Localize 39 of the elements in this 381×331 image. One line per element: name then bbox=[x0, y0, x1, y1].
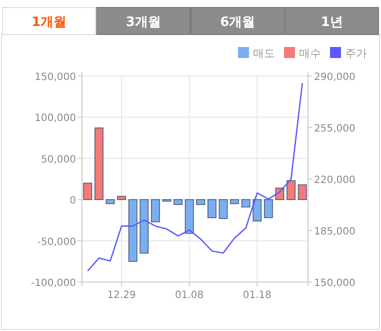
tab: 3개월 bbox=[96, 7, 190, 35]
y-tick-label: 0 bbox=[70, 196, 76, 207]
bar bbox=[174, 199, 183, 205]
bar bbox=[241, 199, 250, 208]
bar bbox=[128, 199, 138, 262]
bar bbox=[218, 199, 228, 219]
y-tick-label: -50,000 bbox=[37, 236, 76, 248]
y-tick-label: 50,000 bbox=[41, 154, 76, 166]
y2-tick-label: 220,000 bbox=[314, 175, 356, 186]
legend-label: 매수 bbox=[299, 47, 321, 60]
bar bbox=[286, 180, 296, 200]
x-tick-label: 12.29 bbox=[107, 290, 136, 301]
y2-tick-label: 290,000 bbox=[314, 72, 356, 83]
bar bbox=[150, 199, 160, 222]
bar bbox=[184, 199, 194, 234]
bar bbox=[230, 199, 240, 204]
bar bbox=[94, 128, 104, 200]
legend-label: 주가 bbox=[345, 47, 367, 60]
bar bbox=[106, 199, 115, 204]
bar bbox=[252, 199, 262, 222]
bar bbox=[83, 182, 92, 200]
tab: 6개월 bbox=[190, 7, 285, 35]
y2-tick-label: 150,000 bbox=[314, 278, 356, 289]
tab: 1년 bbox=[284, 7, 379, 35]
y2-tick-label: 185,000 bbox=[314, 226, 356, 238]
bar bbox=[140, 199, 149, 254]
bar bbox=[207, 199, 216, 218]
tab: 1개월 bbox=[2, 7, 96, 35]
legend-label: 매도 bbox=[253, 47, 275, 60]
bar bbox=[117, 196, 126, 200]
y-tick-label: -100,000 bbox=[31, 278, 76, 289]
bar bbox=[264, 199, 273, 218]
x-tick-label: 01.08 bbox=[175, 290, 204, 301]
x-tick-label: 01.18 bbox=[242, 290, 272, 301]
bar bbox=[298, 184, 307, 200]
y-tick-label: 100,000 bbox=[34, 113, 76, 124]
y2-tick-label: 255,000 bbox=[314, 124, 356, 134]
y-tick-label: 150,000 bbox=[34, 72, 76, 83]
bar bbox=[196, 199, 206, 205]
